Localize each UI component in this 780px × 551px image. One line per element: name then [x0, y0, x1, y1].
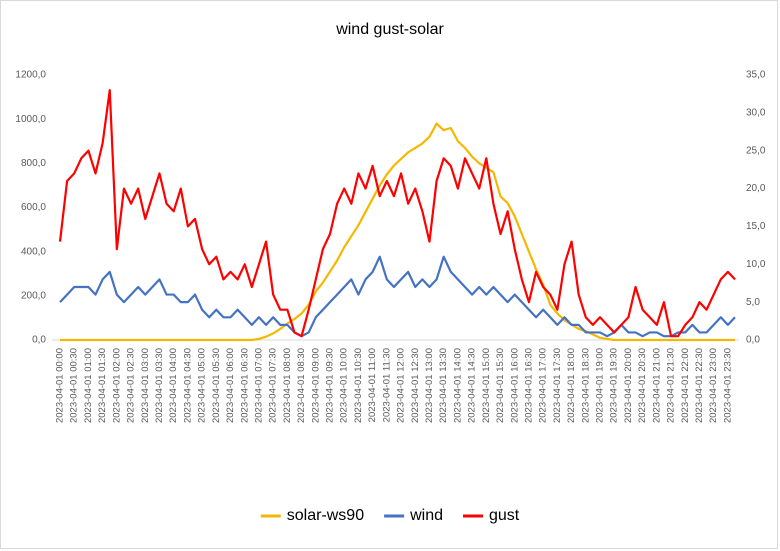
x-tick-label: 2023-04-01 06:00	[225, 348, 236, 423]
x-tick-label: 2023-04-01 16:30	[523, 348, 534, 423]
x-tick-label: 2023-04-01 16:00	[509, 348, 520, 423]
x-tick-label: 2023-04-01 03:30	[154, 348, 165, 423]
x-tick-label: 2023-04-01 12:30	[410, 348, 421, 423]
y-tick-label: 1000,0	[15, 114, 46, 125]
x-tick-label: 2023-04-01 11:30	[381, 348, 392, 422]
x-tick-label: 2023-04-01 22:00	[680, 348, 691, 423]
x-tick-label: 2023-04-01 07:30	[268, 348, 279, 423]
x-tick-label: 2023-04-01 05:00	[197, 348, 208, 423]
y2-tick-label: 30,0	[746, 107, 766, 118]
x-tick-label: 2023-04-01 21:30	[666, 348, 677, 423]
x-tick-label: 2023-04-01 03:00	[140, 348, 151, 423]
x-tick-label: 2023-04-01 05:30	[211, 348, 222, 423]
y2-tick-label: 5,0	[746, 297, 760, 308]
x-tick-label: 2023-04-01 08:30	[296, 348, 307, 423]
legend-label: solar-ws90	[287, 507, 364, 524]
x-tick-label: 2023-04-01 02:30	[126, 348, 137, 423]
x-tick-label: 2023-04-01 23:00	[708, 348, 719, 423]
x-tick-label: 2023-04-01 20:30	[637, 348, 648, 423]
y2-tick-label: 25,0	[746, 145, 766, 156]
series-line	[58, 89, 736, 338]
series-line	[60, 122, 735, 342]
x-tick-label: 2023-04-01 04:00	[168, 348, 179, 423]
x-tick-label: 2023-04-01 18:00	[566, 348, 577, 423]
chart-title: wind gust-solar	[335, 21, 444, 38]
x-tick-label: 2023-04-01 08:00	[282, 348, 293, 423]
x-tick-label: 2023-04-01 14:30	[467, 348, 478, 423]
x-tick-label: 2023-04-01 22:30	[694, 348, 705, 423]
x-tick-label: 2023-04-01 14:00	[452, 348, 463, 423]
x-tick-label: 2023-04-01 13:00	[424, 348, 435, 423]
x-tick-label: 2023-04-01 04:30	[182, 348, 193, 423]
x-tick-label: 2023-04-01 00:30	[69, 348, 80, 423]
x-tick-label: 2023-04-01 17:00	[538, 348, 549, 423]
x-tick-label: 2023-04-01 02:00	[111, 348, 122, 423]
x-tick-label: 2023-04-01 10:30	[353, 348, 364, 423]
x-tick-label: 2023-04-01 09:00	[310, 348, 321, 423]
y-tick-label: 800,0	[21, 158, 46, 169]
x-tick-label: 2023-04-01 07:00	[253, 348, 264, 423]
x-tick-label: 2023-04-01 15:30	[495, 348, 506, 423]
series-line	[59, 255, 736, 338]
x-tick-label: 2023-04-01 11:00	[367, 348, 378, 422]
x-tick-label: 2023-04-01 12:00	[396, 348, 407, 423]
y2-tick-label: 15,0	[746, 221, 766, 232]
x-tick-label: 2023-04-01 19:30	[609, 348, 620, 423]
x-tick-label: 2023-04-01 15:00	[481, 348, 492, 423]
y-tick-label: 600,0	[21, 202, 46, 213]
legend-label: wind	[409, 507, 443, 524]
y2-tick-label: 35,0	[746, 70, 766, 81]
x-tick-label: 2023-04-01 01:00	[83, 348, 94, 423]
y2-tick-label: 10,0	[746, 259, 766, 270]
x-tick-label: 2023-04-01 18:30	[580, 348, 591, 423]
x-tick-label: 2023-04-01 19:00	[595, 348, 606, 423]
x-tick-label: 2023-04-01 17:30	[552, 348, 563, 423]
x-tick-label: 2023-04-01 06:30	[239, 348, 250, 423]
y-tick-label: 0,0	[32, 335, 46, 346]
y-tick-label: 1200,0	[15, 70, 46, 81]
x-tick-label: 2023-04-01 21:00	[651, 348, 662, 423]
x-tick-label: 2023-04-01 00:00	[55, 348, 66, 423]
y-tick-label: 400,0	[21, 246, 46, 257]
y-tick-label: 200,0	[21, 290, 46, 301]
y2-tick-label: 0,0	[746, 335, 760, 346]
x-tick-label: 2023-04-01 01:30	[97, 348, 108, 423]
x-tick-label: 2023-04-01 20:00	[623, 348, 634, 423]
y2-tick-label: 20,0	[746, 183, 766, 194]
legend-label: gust	[489, 507, 520, 524]
x-tick-label: 2023-04-01 13:30	[438, 348, 449, 423]
x-tick-label: 2023-04-01 10:00	[339, 348, 350, 423]
x-tick-label: 2023-04-01 23:30	[722, 348, 733, 423]
x-tick-label: 2023-04-01 09:30	[325, 348, 336, 423]
